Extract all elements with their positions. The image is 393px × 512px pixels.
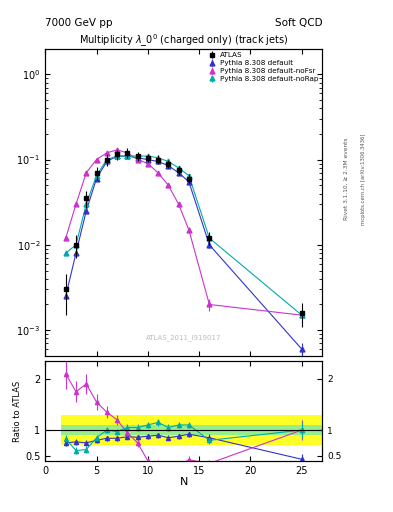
Text: Rivet 3.1.10, ≥ 2.3M events: Rivet 3.1.10, ≥ 2.3M events [343, 138, 348, 221]
Text: ATLAS_2011_I919017: ATLAS_2011_I919017 [146, 334, 222, 341]
Text: Soft QCD: Soft QCD [275, 18, 322, 28]
X-axis label: N: N [180, 477, 188, 487]
Y-axis label: Ratio to ATLAS: Ratio to ATLAS [13, 380, 22, 441]
Title: Multiplicity $\lambda\_0^0$ (charged only) (track jets): Multiplicity $\lambda\_0^0$ (charged onl… [79, 32, 288, 49]
Legend: ATLAS, Pythia 8.308 default, Pythia 8.308 default-noFsr, Pythia 8.308 default-no: ATLAS, Pythia 8.308 default, Pythia 8.30… [205, 51, 320, 83]
Text: 7000 GeV pp: 7000 GeV pp [45, 18, 113, 28]
Text: mcplots.cern.ch [arXiv:1306.3436]: mcplots.cern.ch [arXiv:1306.3436] [361, 134, 366, 225]
